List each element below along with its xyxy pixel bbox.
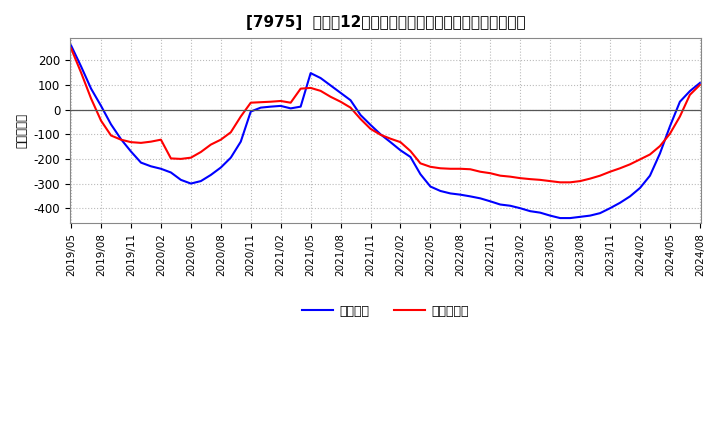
Line: 当期純利益: 当期純利益 <box>71 48 700 182</box>
経常利益 <box>466 194 474 199</box>
当期純利益 <box>416 161 425 166</box>
経常利益 <box>696 81 704 86</box>
当期純利益 <box>696 82 704 88</box>
Line: 経常利益: 経常利益 <box>71 45 700 218</box>
経常利益 <box>376 132 384 137</box>
当期純利益 <box>466 167 474 172</box>
経常利益 <box>416 172 425 177</box>
経常利益 <box>326 83 335 88</box>
当期純利益 <box>376 132 384 137</box>
経常利益 <box>67 43 76 48</box>
Legend: 経常利益, 当期純利益: 経常利益, 当期純利益 <box>297 300 474 323</box>
当期純利益 <box>67 46 76 51</box>
Y-axis label: （百万円）: （百万円） <box>15 113 28 148</box>
経常利益 <box>476 196 485 201</box>
経常利益 <box>556 216 564 221</box>
Title: [7975]  利益だ12か月移動合計の対前年同期増減額の推移: [7975] 利益だ12か月移動合計の対前年同期増減額の推移 <box>246 15 526 30</box>
当期純利益 <box>326 94 335 99</box>
当期純利益 <box>476 169 485 174</box>
当期純利益 <box>556 180 564 185</box>
当期純利益 <box>147 139 156 144</box>
経常利益 <box>147 164 156 169</box>
